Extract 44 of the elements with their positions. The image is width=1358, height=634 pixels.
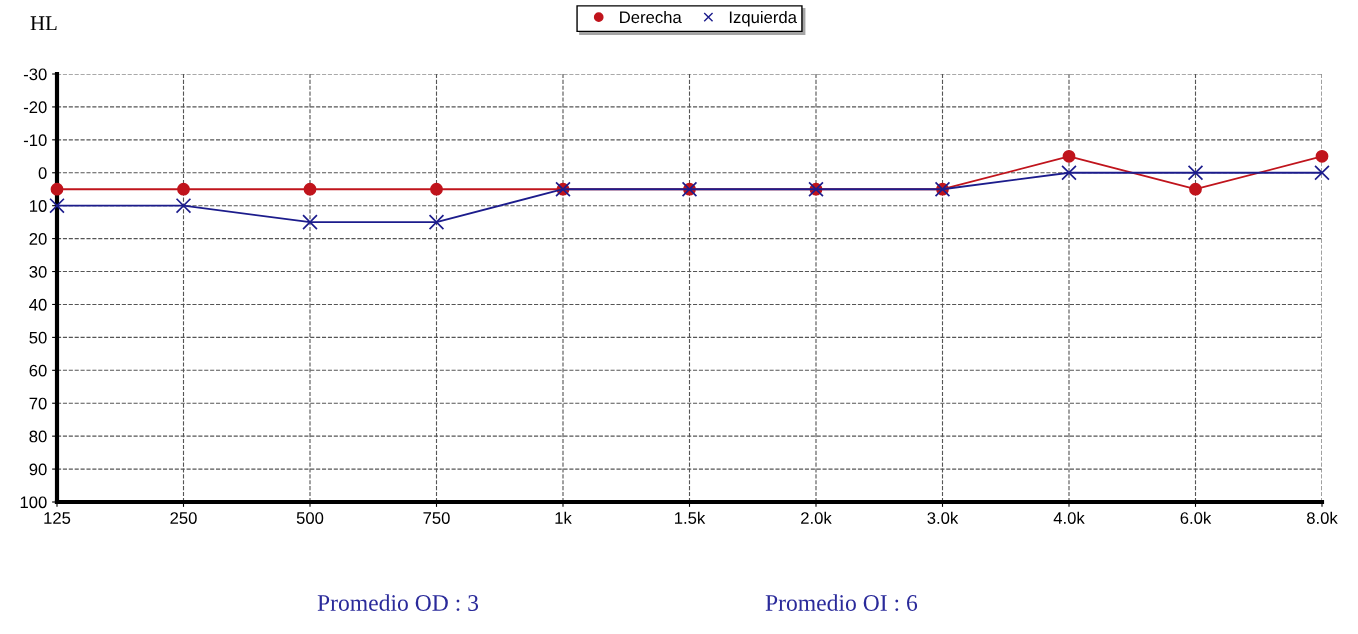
x-tick-label: 250 <box>170 512 197 524</box>
point <box>302 214 318 230</box>
x-tick-label: 6.0k <box>1180 511 1212 524</box>
text: Promedio OD : 3 <box>317 594 479 612</box>
x-tick-label: 3.0k <box>927 511 959 524</box>
y-tick-label: 70 <box>29 397 47 410</box>
point <box>1187 164 1204 181</box>
y-tick-label: 30 <box>29 265 47 278</box>
point <box>50 182 64 196</box>
point <box>177 182 190 196</box>
x-tick-label: 750 <box>423 512 450 524</box>
x-tick-label: 8.0k <box>1306 511 1338 524</box>
y-tick-label: 50 <box>29 331 47 344</box>
y-tick-label: 90 <box>29 463 47 476</box>
y-tick-label: 40 <box>29 298 47 311</box>
x-tick-label: 1.5k <box>675 511 706 524</box>
y-tick-label: 20 <box>29 233 47 245</box>
x-tick-label: 2.0k <box>801 511 832 524</box>
y-tick-label: 100 <box>20 496 47 509</box>
x-tick-label: 1k <box>555 511 572 524</box>
x-tick-label: 500 <box>296 512 324 524</box>
text: Promedio OI : 6 <box>765 594 918 612</box>
y-tick-label: -10 <box>23 134 47 147</box>
y-tick-label: -20 <box>23 101 47 114</box>
point <box>49 197 65 214</box>
y-tick-label: 80 <box>29 430 47 443</box>
x-tick-label: 125 <box>44 512 71 524</box>
y-tick-label: 10 <box>30 200 47 212</box>
point <box>430 182 443 196</box>
x-tick-label: 4.0k <box>1053 511 1085 524</box>
point <box>1189 182 1202 196</box>
point <box>175 197 192 214</box>
y-tick-label: 60 <box>29 364 47 377</box>
point <box>1062 149 1076 163</box>
y-tick-label: 0 <box>38 167 47 179</box>
point <box>1314 164 1330 181</box>
legend-label: Derecha <box>620 10 682 24</box>
point <box>1061 164 1077 181</box>
point <box>303 182 317 196</box>
point <box>1315 149 1329 163</box>
y-tick-label: -30 <box>23 68 47 81</box>
y-axis-title: HL <box>30 16 57 31</box>
point <box>428 214 445 230</box>
legend-label: Izquierda <box>729 10 797 27</box>
